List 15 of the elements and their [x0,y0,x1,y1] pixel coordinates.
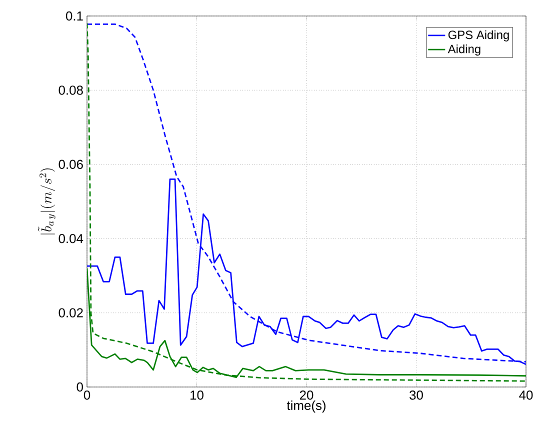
x-axis-title: time(s) [286,400,326,413]
x-tick-label: 10 [190,390,204,400]
legend-label: GPS Aiding [448,30,509,42]
y-tick-label: 0 [76,382,83,392]
x-tick-label: 0 [84,390,90,400]
y-tick-label: 0.02 [58,308,83,318]
y-tick-label: 0.08 [58,86,83,95]
x-tick-label: 40 [519,390,533,400]
y-tick-label: 0.04 [58,234,84,244]
y-tick-label: 0.1 [66,11,83,21]
legend-label: Aiding [448,44,480,56]
x-tick-label: 30 [410,390,423,400]
y-tick-label: 0.06 [58,160,83,169]
x-tick-label: 20 [300,390,314,400]
y-axis-title: $|\tilde{b}_{a\,y}|(m/s^2)$ [38,168,56,234]
